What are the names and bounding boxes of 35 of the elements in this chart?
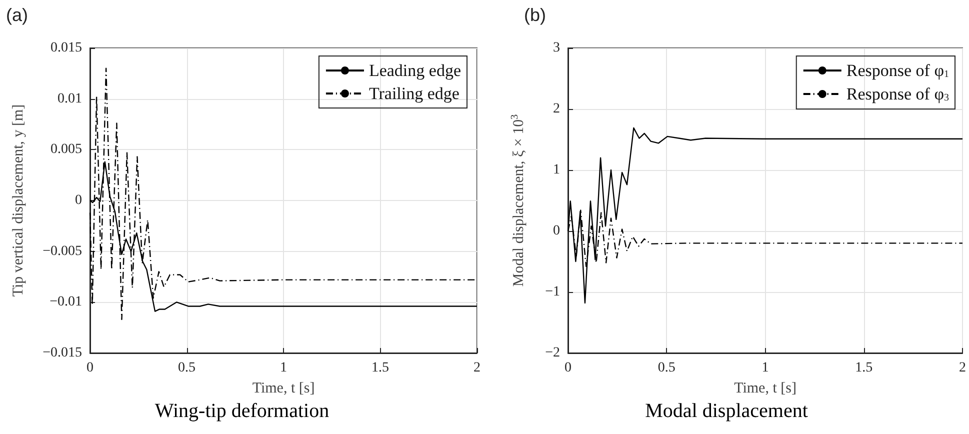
x-tick-label: 0 [86, 360, 94, 376]
y-tick-label: 0 [75, 193, 82, 208]
y-axis-title: Tip vertical displacement, y [m] [10, 104, 26, 297]
x-tick-label: 2 [959, 360, 966, 376]
x-axis-title: Time, t [s] [252, 380, 315, 396]
text: Modal displacement [645, 400, 808, 422]
text: Wing-tip deformation [154, 400, 330, 422]
legend-label: Trailing edge [368, 84, 460, 103]
legend-label: Response of φ3 [846, 84, 949, 104]
x-tick-label: 1.5 [855, 360, 873, 376]
y-axis-title: Modal displacement, ξ × 103 [510, 114, 527, 287]
legend-label: Response of φ1 [846, 61, 949, 80]
y-tick-label: −0.01 [50, 294, 82, 310]
y-tick-label: −0.015 [42, 346, 82, 360]
legend-label: Leading edge [368, 61, 462, 80]
y-tick-label: −2 [545, 346, 560, 360]
x-axis-title: Time, t [s] [734, 380, 796, 396]
x-tick-label: 0 [564, 360, 572, 376]
x-tick-label: 0.5 [178, 360, 196, 376]
text: (a) [6, 5, 28, 25]
text: (b) [524, 5, 546, 25]
y-tick-label: −1 [545, 284, 560, 300]
y-tick-label: 1 [553, 162, 560, 178]
x-tick-label: 0.5 [658, 360, 676, 376]
y-tick-label: 3 [553, 40, 560, 56]
y-tick-label: 2 [553, 102, 560, 116]
x-tick-label: 1.5 [372, 360, 389, 376]
y-tick-label: 0.01 [58, 91, 82, 106]
x-tick-label: 1 [762, 360, 769, 376]
y-tick-label: 0 [553, 224, 560, 238]
x-tick-label: 2 [474, 360, 480, 376]
x-tick-label: 1 [280, 360, 287, 376]
y-tick-label: 0.005 [50, 142, 82, 158]
y-tick-label: 0.015 [50, 40, 82, 56]
y-tick-label: −0.005 [42, 244, 82, 259]
